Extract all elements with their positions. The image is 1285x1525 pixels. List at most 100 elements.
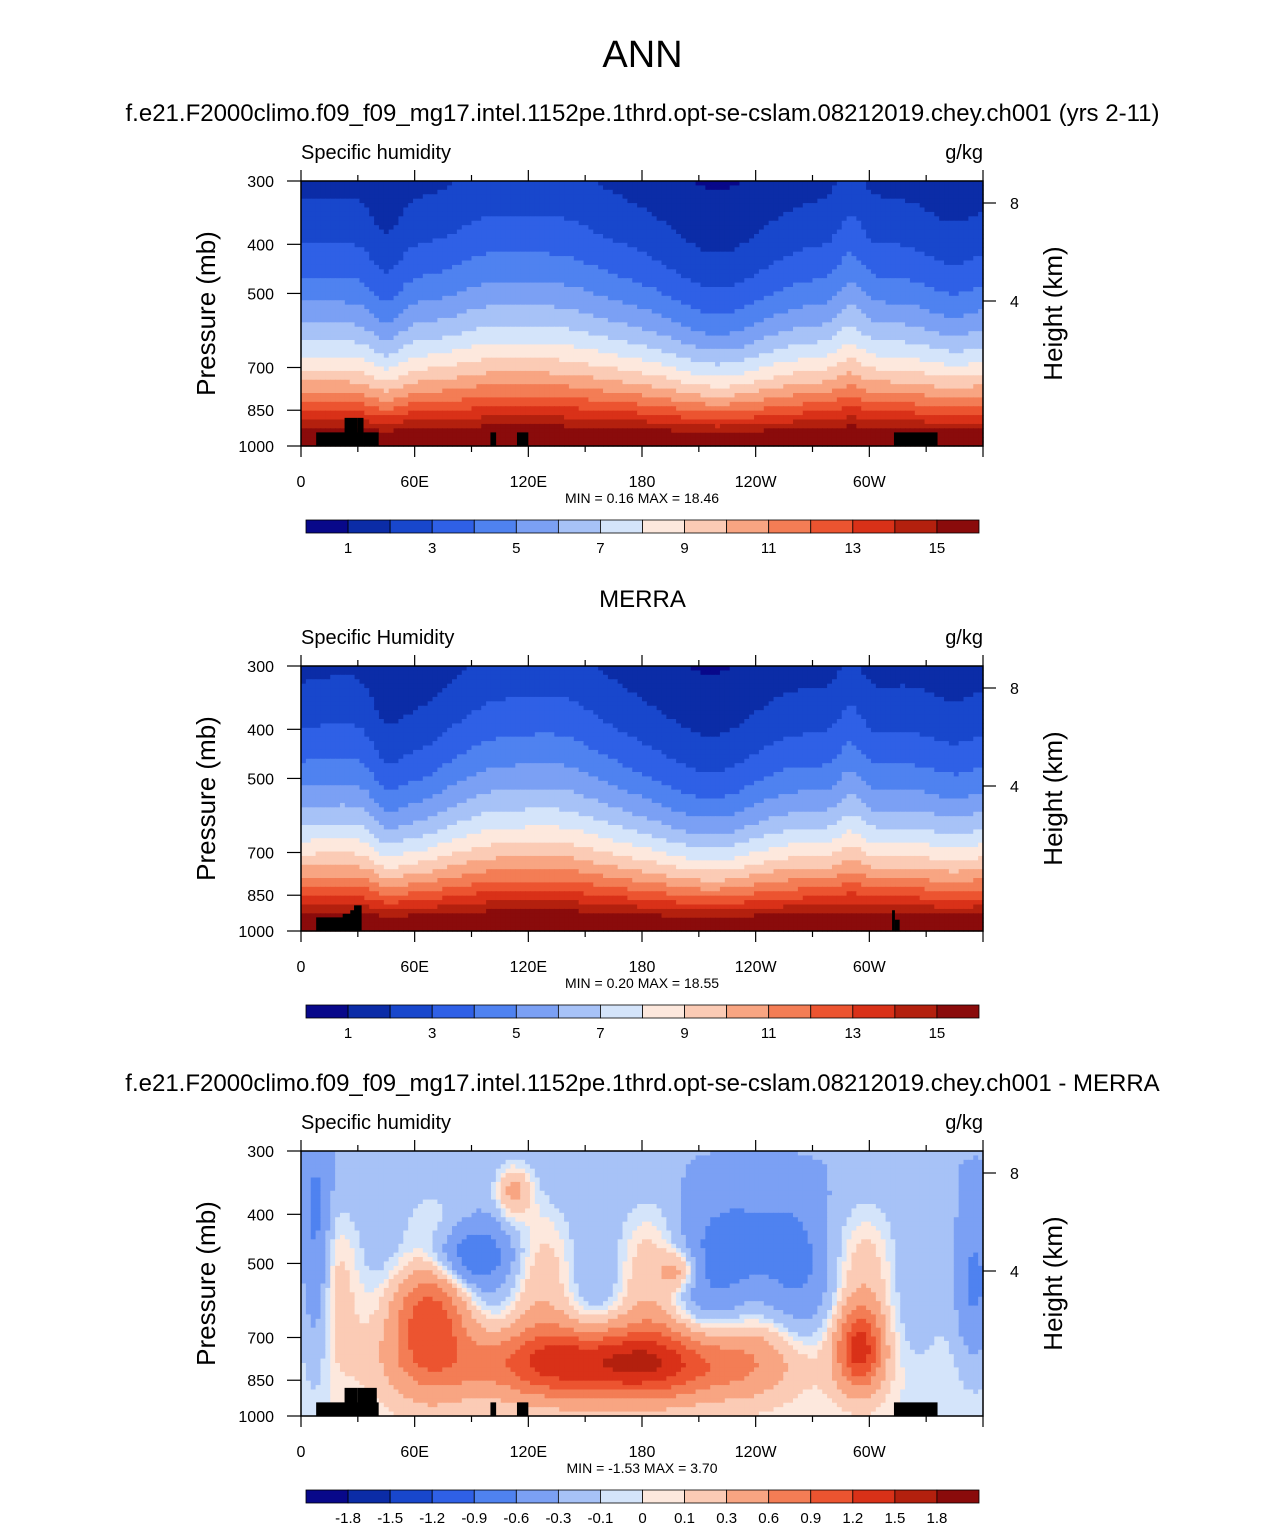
field-cell — [909, 291, 916, 297]
field-cell — [398, 326, 404, 332]
field-cell — [817, 291, 823, 297]
field-cell — [398, 198, 404, 204]
field-cell — [646, 264, 653, 270]
field-cell — [398, 238, 404, 244]
field-cell — [301, 251, 307, 257]
field-cell — [515, 242, 521, 248]
field-cell — [554, 287, 560, 293]
field-cell — [568, 269, 575, 275]
field-cell — [788, 216, 794, 222]
field-cell — [417, 185, 424, 191]
field-cell — [802, 309, 809, 315]
field-cell — [593, 234, 599, 240]
field-cell — [510, 194, 516, 200]
field-cell — [529, 216, 536, 222]
field-cell — [549, 194, 555, 200]
field-cell — [403, 238, 409, 244]
field-cell — [768, 203, 775, 209]
field-cell — [671, 331, 677, 337]
field-cell — [890, 331, 896, 337]
field-cell — [934, 194, 940, 200]
field-cell — [598, 326, 604, 332]
field-cell — [505, 225, 512, 231]
field-cell — [822, 331, 828, 337]
field-cell — [739, 242, 745, 248]
field-cell — [344, 189, 351, 195]
field-cell — [490, 242, 497, 248]
field-cell — [564, 282, 570, 288]
field-cell — [924, 207, 931, 213]
field-cell — [403, 203, 409, 209]
field-cell — [573, 207, 580, 213]
field-cell — [978, 247, 984, 253]
field-cell — [861, 198, 867, 204]
field-cell — [476, 198, 482, 204]
field-cell — [831, 313, 838, 319]
field-cell — [471, 220, 477, 226]
field-cell — [593, 304, 599, 310]
field-cell — [476, 269, 482, 275]
field-cell — [666, 247, 672, 253]
field-cell — [603, 242, 609, 248]
field-cell — [325, 189, 331, 195]
field-cell — [520, 304, 526, 310]
field-cell — [612, 300, 619, 306]
field-cell — [310, 278, 317, 284]
field-cell — [666, 203, 672, 209]
field-cell — [710, 234, 716, 240]
field-cell — [666, 331, 672, 337]
field-cell — [452, 242, 458, 248]
field-cell — [831, 194, 838, 200]
field-cell — [354, 260, 361, 266]
field-cell — [836, 300, 843, 306]
field-cell — [593, 238, 599, 244]
field-cell — [724, 194, 731, 200]
field-cell — [413, 309, 419, 315]
field-cell — [866, 194, 872, 200]
field-cell — [695, 295, 702, 301]
field-cell — [593, 229, 599, 235]
field-cell — [666, 273, 672, 279]
field-cell — [544, 207, 551, 213]
field-cell — [627, 181, 633, 187]
field-cell — [773, 242, 779, 248]
field-cell — [359, 335, 365, 341]
field-cell — [607, 203, 614, 209]
field-cell — [422, 198, 429, 204]
field-cell — [315, 260, 322, 266]
field-cell — [715, 185, 721, 191]
field-cell — [476, 313, 482, 319]
field-cell — [953, 309, 960, 315]
field-cell — [841, 317, 848, 323]
field-cell — [890, 251, 896, 257]
field-cell — [330, 229, 336, 235]
field-cell — [510, 295, 516, 301]
field-cell — [870, 242, 877, 248]
field-cell — [905, 247, 911, 253]
field-cell — [578, 313, 585, 319]
field-cell — [880, 238, 887, 244]
field-cell — [320, 278, 326, 284]
field-cell — [388, 189, 395, 195]
field-cell — [724, 189, 731, 195]
field-cell — [905, 194, 911, 200]
field-cell — [978, 287, 984, 293]
field-cell — [924, 291, 931, 297]
field-cell — [529, 309, 536, 315]
field-cell — [369, 331, 375, 337]
field-cell — [378, 225, 385, 231]
field-cell — [666, 207, 672, 213]
field-cell — [339, 322, 346, 328]
field-cell — [646, 189, 653, 195]
field-cell — [437, 295, 443, 301]
field-cell — [836, 282, 843, 288]
field-cell — [807, 229, 814, 235]
field-cell — [325, 211, 331, 217]
field-cell — [861, 211, 867, 217]
field-cell — [719, 247, 726, 253]
field-cell — [559, 247, 565, 253]
field-cell — [461, 300, 468, 306]
field-cell — [320, 317, 326, 323]
field-cell — [719, 185, 726, 191]
field-cell — [598, 291, 604, 297]
